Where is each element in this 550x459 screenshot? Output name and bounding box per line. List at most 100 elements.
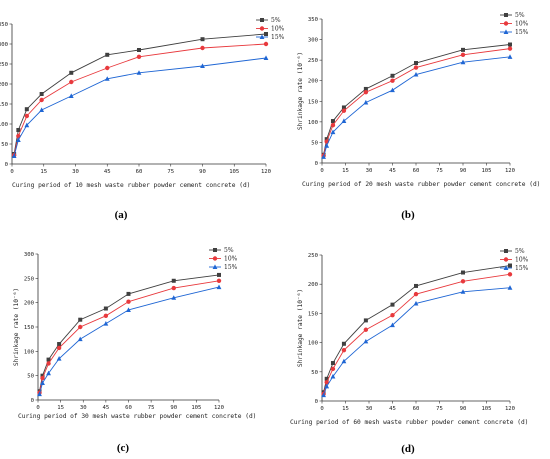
data-point <box>104 76 110 81</box>
x-tick-label: 15 <box>342 168 349 174</box>
legend-marker <box>212 256 218 261</box>
y-tick-label: 150 <box>308 311 318 317</box>
data-point <box>330 373 336 379</box>
data-point <box>341 118 347 124</box>
data-point <box>126 299 131 304</box>
panel-label: (d) <box>401 443 415 455</box>
x-axis-label: Curing period of 30 mesh waste rubber po… <box>18 413 256 420</box>
chart-panel-a: 0 15 30 45 60 75 90 105 120 0 50 100 150 200 250 300 350… <box>0 17 285 221</box>
data-point <box>264 32 268 36</box>
data-point <box>216 284 222 290</box>
chart-panel-d: 0 15 30 45 60 75 90 105 120 0 50 100 150 200 250 Shrink… <box>290 248 529 455</box>
x-tick-label: 45 <box>103 405 110 411</box>
data-point <box>507 46 513 51</box>
y-tick-label: 300 <box>308 38 318 44</box>
legend-marker <box>503 21 509 26</box>
x-tick-label: 15 <box>40 169 47 175</box>
y-tick-label: 200 <box>308 79 318 85</box>
data-point <box>461 47 465 52</box>
data-point <box>413 71 419 77</box>
data-point <box>263 41 269 47</box>
legend-entry: 5% <box>515 12 525 19</box>
chart-panel-b: 0 15 30 45 60 75 90 105 120 0 50 100 150 200 250 300 350… <box>297 12 540 221</box>
data-point <box>390 87 395 93</box>
chart-panel-c: 0 15 30 45 60 75 90 105 120 0 50 100 150 200 250 300 Shr… <box>13 247 256 454</box>
y-tick-label: 200 <box>308 282 318 288</box>
legend-marker <box>259 34 265 39</box>
data-point <box>68 93 74 98</box>
data-point <box>39 92 44 96</box>
x-axis-label: Curing period of 20 mesh waste rubber po… <box>302 181 540 188</box>
x-tick-label: 120 <box>261 169 271 175</box>
y-tick-label: 50 <box>311 140 318 146</box>
data-point <box>324 137 329 142</box>
data-point <box>39 107 45 112</box>
data-point <box>363 327 369 332</box>
data-point <box>200 45 205 51</box>
y-tick-label: 0 <box>5 162 8 168</box>
x-tick-label: 45 <box>104 169 111 175</box>
x-tick-label: 90 <box>199 169 206 175</box>
x-tick-label: 120 <box>505 406 515 412</box>
data-point <box>324 383 330 389</box>
legend-marker <box>213 248 217 252</box>
data-point <box>341 347 347 353</box>
data-point <box>460 59 466 65</box>
y-tick-label: 250 <box>308 253 318 259</box>
series-15pct <box>37 284 222 397</box>
data-point <box>137 48 141 52</box>
data-point <box>414 283 418 288</box>
data-point <box>217 272 221 277</box>
series-line <box>39 280 220 393</box>
data-point <box>324 380 329 385</box>
series-10pct <box>11 41 269 158</box>
data-point <box>37 391 42 397</box>
x-tick-label: 90 <box>460 168 467 174</box>
data-point <box>508 42 512 47</box>
data-point <box>171 295 177 300</box>
data-point <box>171 278 176 283</box>
x-tick-label: 30 <box>72 169 79 175</box>
x-tick-label: 15 <box>342 406 349 412</box>
y-tick-label: 350 <box>308 17 318 23</box>
y-tick-label: 0 <box>31 398 34 404</box>
data-point <box>341 358 347 364</box>
data-point <box>330 119 335 124</box>
data-point <box>341 341 346 346</box>
data-point <box>171 285 176 291</box>
data-point <box>105 52 110 57</box>
x-tick-label: 30 <box>80 405 87 411</box>
data-point <box>16 133 21 139</box>
y-tick-label: 150 <box>24 325 34 331</box>
x-tick-label: 30 <box>366 406 373 412</box>
series-line <box>323 56 511 157</box>
data-point <box>508 263 512 268</box>
legend-marker <box>503 257 509 262</box>
legend-entry: 15% <box>515 29 529 36</box>
y-tick-label: 200 <box>0 82 8 88</box>
data-point <box>216 278 222 283</box>
y-tick-label: 50 <box>311 370 318 376</box>
data-point <box>136 70 142 75</box>
legend-marker <box>259 26 265 31</box>
data-point <box>56 356 62 361</box>
legend: 5% 10%15% <box>500 248 529 272</box>
series-5pct <box>37 272 221 394</box>
x-tick-label: 75 <box>436 168 443 174</box>
data-point <box>413 291 419 297</box>
data-point <box>40 375 45 381</box>
x-tick-label: 15 <box>57 405 64 411</box>
y-tick-label: 100 <box>0 122 8 128</box>
data-point <box>390 302 395 307</box>
series-line <box>13 43 267 156</box>
data-point <box>46 357 51 362</box>
series-10pct <box>321 272 513 397</box>
y-tick-label: 250 <box>24 276 34 282</box>
data-point <box>330 129 336 135</box>
data-point <box>460 289 466 294</box>
data-point <box>103 306 108 311</box>
legend-entry: 15% <box>271 34 285 41</box>
y-tick-label: 250 <box>308 58 318 64</box>
legend-entry: 10% <box>515 257 529 264</box>
